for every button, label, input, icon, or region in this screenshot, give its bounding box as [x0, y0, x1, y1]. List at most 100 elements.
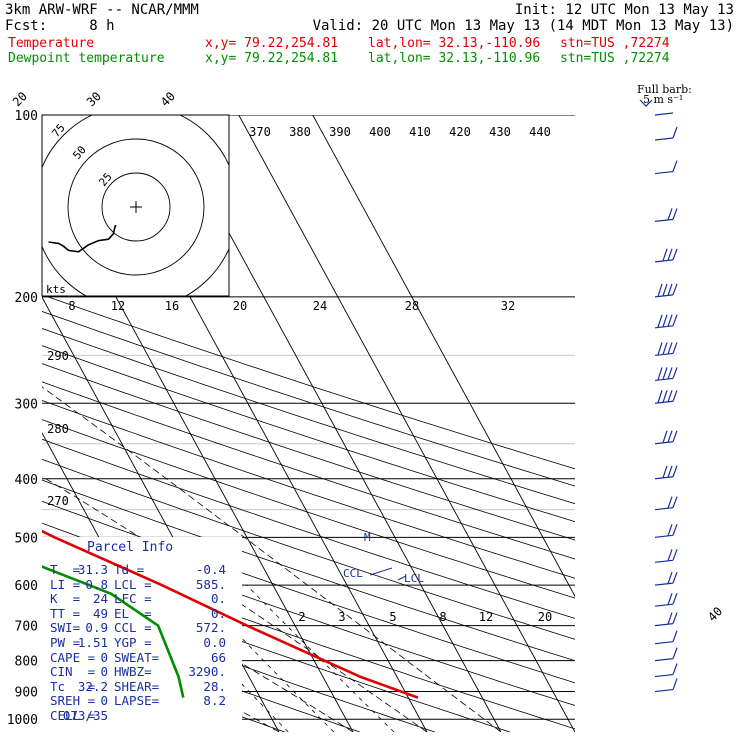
theta-label: 430	[489, 125, 511, 139]
parcel-info-cell: YGP =	[114, 635, 152, 650]
mixing-ratio-label: 3	[338, 610, 345, 624]
parcel-info-cell: 31.3	[77, 562, 108, 577]
parcel-info-cell: 66	[210, 649, 226, 665]
wind-barb-flag	[657, 342, 663, 356]
wind-barb-flag	[672, 367, 678, 379]
header-line2-right: Valid: 20 UTC Mon 13 May 13 (14 MDT Mon …	[312, 18, 734, 34]
isotherm-label: 30	[84, 89, 104, 109]
hodograph-scale-label: 12	[111, 299, 125, 313]
wind-barb-flag	[662, 283, 668, 297]
wind-barb-shaft	[654, 218, 674, 222]
isotherm-label: 40	[705, 604, 725, 624]
temperature-station: stn=TUS ,72274	[560, 36, 670, 51]
wind-barb	[654, 647, 678, 662]
wind-barb-shaft	[654, 673, 674, 678]
parcel-info-cell: Td =	[114, 562, 145, 577]
parcel-info-cell: 8.2	[203, 693, 226, 709]
dry-adiabat	[42, 310, 575, 487]
wind-barb-shaft	[654, 582, 674, 586]
wind-barb-shaft	[654, 325, 674, 329]
wind-barb-flag	[672, 592, 678, 605]
theta-label-low: 270	[47, 494, 69, 508]
mixing-ratio-label: 5	[389, 610, 396, 624]
barb-legend-line2: 5 m s⁻¹	[643, 93, 684, 106]
parcel-info-cell: LCL =	[114, 576, 152, 592]
wind-barb	[654, 496, 678, 511]
wind-barb-flag	[662, 248, 668, 262]
wind-barb-flag	[672, 465, 678, 477]
wind-barb-flag	[667, 248, 673, 261]
wind-barb-shaft	[654, 441, 674, 445]
pressure-label: 800	[15, 655, 38, 670]
parcel-info-cell: 0.9	[85, 620, 108, 636]
wind-barb-flag	[672, 524, 678, 536]
wind-barb-flag	[672, 342, 678, 354]
temperature-xy: x,y= 79.22,254.81	[205, 36, 339, 51]
parcel-info-cell: TT =	[50, 605, 81, 621]
dry-adiabat	[42, 294, 575, 470]
wind-barb	[654, 612, 678, 627]
wind-barb-flag	[662, 314, 668, 327]
wind-barb-flag	[672, 571, 678, 584]
hodograph-units: kts	[46, 283, 66, 296]
wind-barb-flag	[662, 342, 668, 355]
parcel-info-cell: LFC =	[114, 591, 152, 607]
temperature-label: Temperature	[8, 36, 95, 51]
dry-adiabat	[42, 327, 575, 505]
parcel-info-cell: 28.	[203, 678, 226, 694]
wind-barb-flag	[667, 367, 673, 380]
mixing-ratio-line	[147, 584, 289, 732]
wind-barb-flag	[662, 367, 668, 380]
dry-adiabat	[42, 500, 575, 684]
wind-barb	[654, 430, 678, 445]
wind-barb-flag	[662, 390, 668, 403]
parcel-info-cell: CCL =	[114, 620, 152, 636]
wind-barb-flag	[672, 663, 678, 675]
parcel-info-cell: CIN =	[50, 664, 96, 680]
wind-barb	[654, 342, 678, 357]
wind-barb-flag	[672, 496, 678, 508]
theta-label: 420	[449, 125, 471, 139]
pressure-label: 500	[15, 531, 38, 546]
mixing-ratio-line	[246, 584, 395, 732]
wind-barb-flag	[667, 342, 673, 355]
wind-barb	[654, 283, 678, 298]
parcel-info-cell: K =	[50, 591, 81, 607]
parcel-info-cell: 32.2	[77, 678, 108, 694]
hodograph-scale-label: 24	[313, 299, 327, 313]
wind-barb-flag	[662, 430, 668, 443]
wind-barb-flag	[667, 283, 673, 296]
parcel-info-cell: SHEAR=	[114, 678, 160, 694]
wind-barb-flag	[667, 430, 673, 443]
parcel-info-cell: 0.0	[203, 635, 226, 650]
ccl-pointer	[369, 567, 393, 576]
mixing-ratio-label: 12	[479, 610, 493, 624]
isotherm-label: 20	[10, 89, 30, 109]
wind-barb-flag	[667, 524, 673, 537]
wind-barb	[654, 390, 678, 404]
wind-barb	[654, 208, 678, 222]
wind-barb-shaft	[654, 658, 674, 662]
wind-barb	[654, 592, 678, 607]
wind-barb-flag	[672, 283, 678, 296]
pressure-label: 600	[15, 579, 38, 594]
wind-barb	[654, 549, 678, 563]
wind-barb-flag	[657, 390, 663, 403]
mixing-ratio-label: 20	[538, 610, 552, 624]
wind-barb-shaft	[654, 294, 674, 298]
theta-label: 400	[369, 125, 391, 139]
wind-barb	[654, 367, 678, 382]
wind-barb-shaft	[654, 170, 674, 175]
wind-barb-flag	[672, 678, 678, 690]
pressure-label: 700	[15, 620, 38, 635]
wind-barb-shaft	[654, 400, 674, 404]
wind-barb-flag	[672, 248, 678, 261]
wind-barb	[654, 663, 678, 678]
hodograph-scale-label: 28	[405, 299, 419, 313]
wind-barb-flag	[667, 592, 673, 605]
parcel-info-cell: 0	[100, 649, 108, 665]
wind-barb-shaft	[654, 603, 674, 607]
hodograph-rings	[42, 115, 229, 296]
parcel-info-background	[42, 537, 242, 732]
